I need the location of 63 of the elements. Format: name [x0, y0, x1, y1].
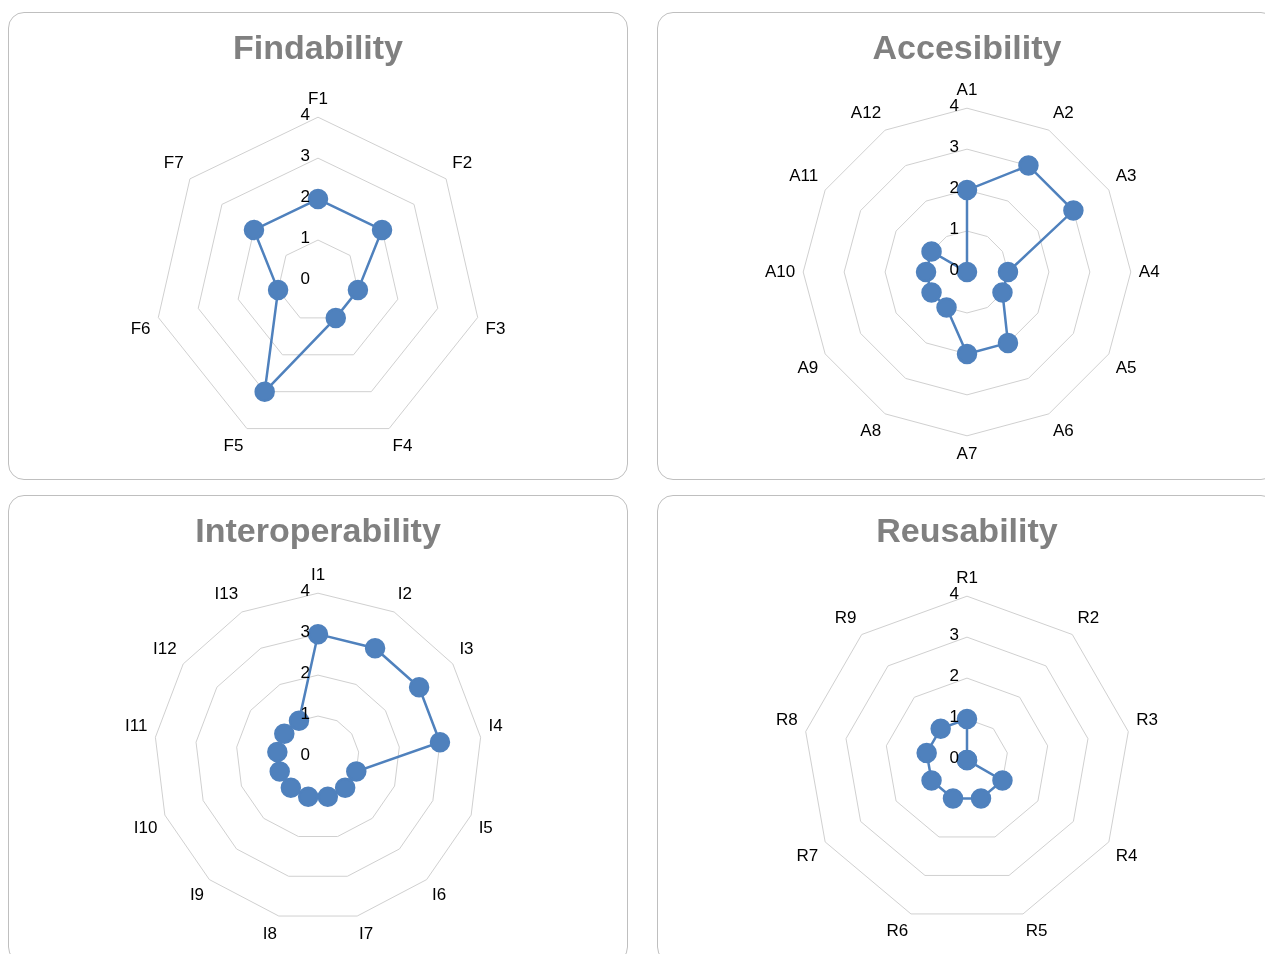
y-tick-label: 4: [949, 583, 959, 603]
spoke-label: A2: [1052, 102, 1074, 122]
spoke-label: F3: [485, 319, 506, 339]
chart-title: Reusability: [876, 510, 1058, 549]
spoke-label: I1: [310, 564, 326, 584]
spoke-label: R2: [1077, 607, 1100, 627]
y-tick-label: 1: [300, 227, 310, 247]
spoke-label: A1: [956, 79, 978, 99]
spoke-label: F1: [308, 88, 328, 108]
spoke-label: R3: [1136, 709, 1158, 729]
spoke-label: F2: [452, 153, 473, 173]
spoke-label: I12: [152, 638, 177, 658]
spoke-label: I11: [125, 715, 148, 735]
chart-title: Accesibility: [872, 27, 1062, 66]
spoke-label: R5: [1025, 921, 1048, 941]
spoke-label: A11: [789, 165, 819, 185]
spoke-label: I13: [214, 584, 239, 604]
spoke-label: I4: [488, 715, 503, 735]
y-tick-label: 3: [300, 621, 310, 641]
spoke-label: A10: [764, 261, 796, 281]
spoke-label: A7: [956, 443, 978, 463]
spoke-label: I9: [189, 885, 205, 905]
y-tick-label: 4: [300, 104, 310, 124]
spoke-label: I2: [397, 584, 413, 604]
y-tick-label: 3: [949, 624, 959, 644]
spoke-label: A3: [1115, 165, 1137, 185]
spoke-label: I8: [262, 923, 277, 943]
spoke-label: R8: [776, 709, 798, 729]
spoke-label: I7: [359, 923, 374, 943]
y-tick-label: 4: [949, 95, 959, 115]
spoke-label: A5: [1115, 357, 1137, 377]
chart-title: Interoperability: [195, 510, 441, 549]
spoke-label: F4: [392, 435, 413, 455]
y-tick-label: 0: [949, 747, 959, 767]
y-tick-label: 2: [949, 177, 959, 197]
y-tick-label: 2: [949, 665, 959, 685]
spoke-label: A8: [860, 420, 882, 440]
y-tick-label: 0: [300, 268, 310, 288]
y-tick-label: 3: [300, 145, 310, 165]
spoke-label: A6: [1052, 420, 1074, 440]
spoke-label: R6: [886, 921, 909, 941]
spoke-label: F5: [223, 435, 244, 455]
y-tick-label: 1: [949, 218, 959, 238]
spoke-label: R9: [834, 607, 857, 627]
spoke-label: I3: [459, 638, 474, 658]
spoke-label: R7: [796, 845, 819, 865]
spoke-label: R4: [1115, 845, 1138, 865]
spoke-label: A4: [1138, 261, 1160, 281]
spoke-label: F7: [163, 153, 184, 173]
y-tick-label: 2: [300, 186, 310, 206]
y-tick-label: 4: [300, 580, 310, 600]
spoke-label: A9: [797, 357, 819, 377]
y-tick-label: 1: [949, 706, 959, 726]
spoke-label: R1: [956, 567, 978, 587]
spoke-label: I10: [133, 817, 158, 837]
spoke-label: I6: [431, 885, 447, 905]
y-tick-label: 2: [300, 662, 310, 682]
spoke-label: F6: [130, 319, 151, 339]
y-tick-label: 0: [300, 744, 310, 764]
spoke-label: I5: [478, 817, 493, 837]
chart-title: Findability: [233, 27, 404, 66]
spoke-label: A12: [850, 102, 882, 122]
y-tick-label: 3: [949, 136, 959, 156]
